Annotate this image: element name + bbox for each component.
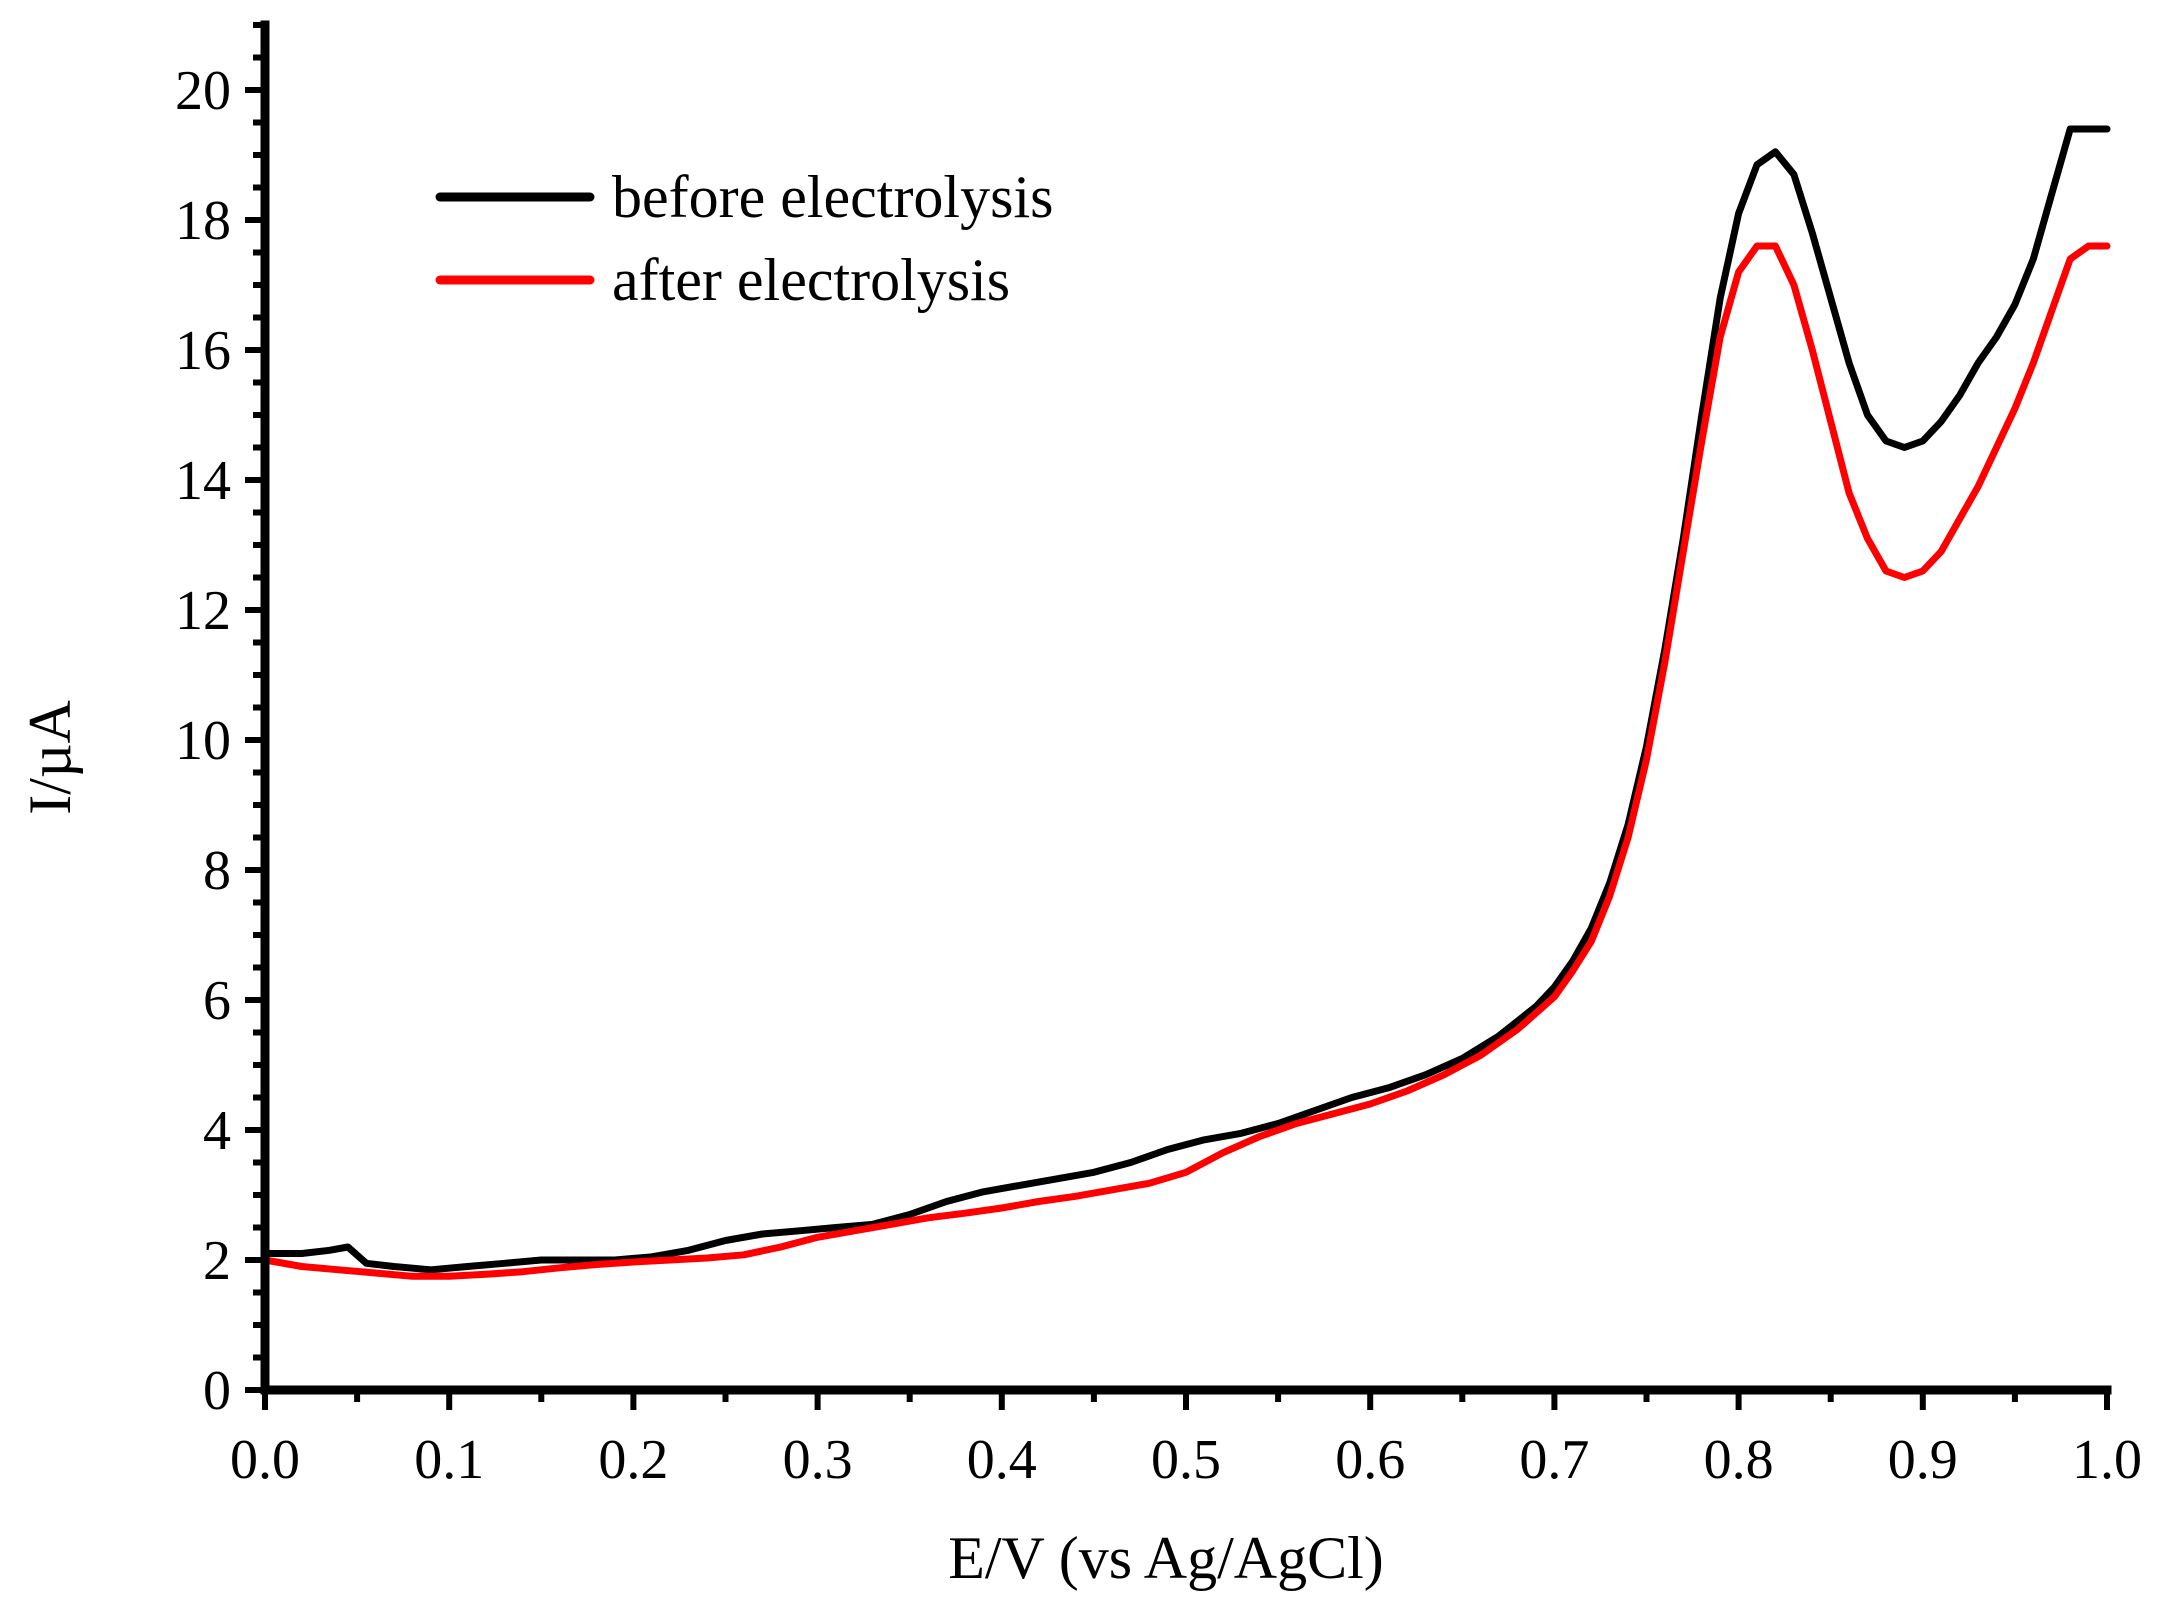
x-tick-label: 0.0 bbox=[230, 1429, 300, 1491]
legend-label-after: after electrolysis bbox=[612, 247, 1010, 313]
y-tick-label: 8 bbox=[203, 840, 231, 902]
x-tick-label: 0.9 bbox=[1888, 1429, 1958, 1491]
axes-layer bbox=[260, 20, 2112, 1395]
x-tick-label: 0.6 bbox=[1335, 1429, 1405, 1491]
y-tick-label: 2 bbox=[203, 1230, 231, 1292]
legend: before electrolysis after electrolysis bbox=[435, 164, 1053, 313]
legend-label-before: before electrolysis bbox=[612, 164, 1053, 230]
y-tick-label: 18 bbox=[175, 190, 231, 252]
y-tick-label: 20 bbox=[175, 60, 231, 122]
y-tick-label: 14 bbox=[175, 450, 231, 512]
x-tick-label: 0.3 bbox=[783, 1429, 853, 1491]
series-line-after-electrolysis bbox=[261, 242, 2111, 1280]
y-tick-label: 0 bbox=[203, 1360, 231, 1422]
x-tick-label: 0.2 bbox=[598, 1429, 668, 1491]
x-tick-label: 0.1 bbox=[414, 1429, 484, 1491]
x-tick-label: 0.7 bbox=[1519, 1429, 1589, 1491]
x-tick-labels: 0.0 0.1 0.2 0.3 0.4 0.5 0.6 0.7 0.8 0.9 1.0 bbox=[230, 1429, 2142, 1491]
x-tick-label: 1.0 bbox=[2072, 1429, 2142, 1491]
series-layer bbox=[261, 125, 2111, 1280]
y-axis-title: I/µA bbox=[17, 700, 83, 815]
x-tick-label: 0.5 bbox=[1151, 1429, 1221, 1491]
series-line-before-electrolysis bbox=[261, 125, 2111, 1274]
x-axis-title: E/V (vs Ag/AgCl) bbox=[948, 1525, 1384, 1591]
x-tick-label: 0.8 bbox=[1704, 1429, 1774, 1491]
y-tick-labels: 0 2 4 6 8 10 12 14 16 18 20 bbox=[175, 60, 231, 1422]
ticks-layer bbox=[245, 22, 2110, 1410]
y-tick-label: 4 bbox=[203, 1100, 231, 1162]
y-tick-label: 6 bbox=[203, 970, 231, 1032]
y-tick-label: 10 bbox=[175, 710, 231, 772]
y-tick-label: 12 bbox=[175, 580, 231, 642]
x-tick-label: 0.4 bbox=[967, 1429, 1037, 1491]
y-tick-label: 16 bbox=[175, 320, 231, 382]
